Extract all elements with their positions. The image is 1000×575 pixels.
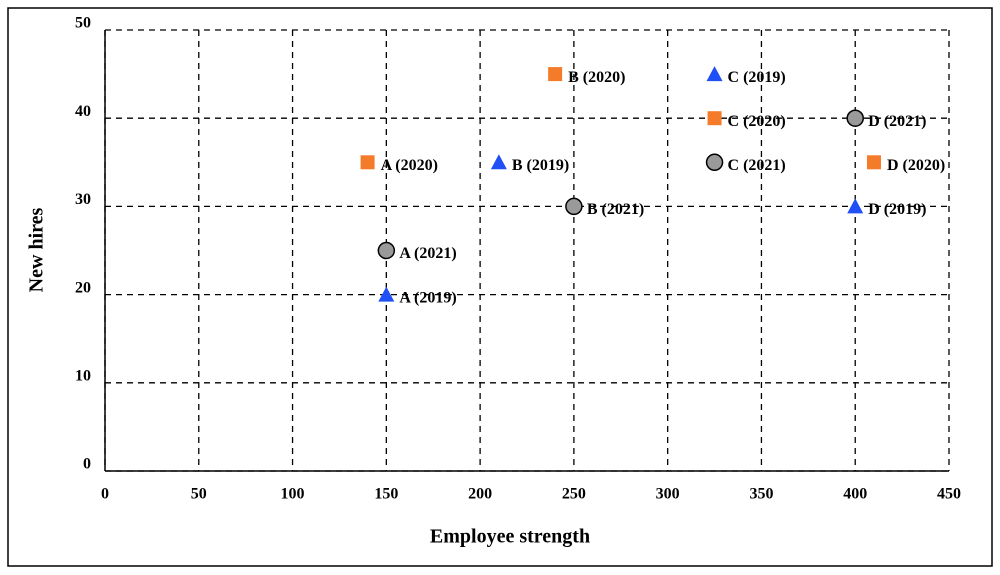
point	[847, 198, 864, 214]
point-label: D (2021)	[868, 113, 926, 130]
x-tick-label: 400	[843, 486, 867, 503]
point-label: C (2019)	[728, 69, 786, 86]
y-tick-label: 50	[75, 15, 91, 32]
x-tick-label: 0	[101, 486, 109, 503]
point	[565, 197, 583, 216]
y-tick-label: 10	[75, 367, 91, 384]
point	[490, 154, 507, 170]
y-axis-title: New hires	[26, 207, 48, 292]
point	[707, 111, 722, 126]
point-label: B (2021)	[587, 201, 644, 218]
x-tick-label: 200	[468, 486, 492, 503]
frame	[7, 7, 993, 567]
x-tick-label: 450	[937, 486, 961, 503]
point	[548, 67, 563, 82]
y-tick-label: 20	[75, 279, 91, 296]
point	[377, 241, 396, 260]
x-axis-title: Employee strength	[430, 526, 590, 548]
point	[846, 109, 864, 127]
point-label: D (2019)	[868, 201, 926, 218]
point-label: A (2019)	[399, 289, 456, 306]
x-tick-label: 350	[749, 486, 773, 503]
point-label: A (2021)	[399, 245, 456, 262]
point-label: A (2020)	[381, 157, 438, 174]
x-tick-label: 150	[374, 486, 398, 503]
point	[706, 66, 723, 82]
y-tick-label: 0	[83, 456, 91, 473]
point-label: C (2020)	[728, 113, 786, 130]
y-tick-label: 40	[75, 103, 91, 120]
x-tick-label: 250	[562, 486, 586, 503]
point	[378, 286, 395, 302]
point	[866, 155, 881, 170]
y-tick-label: 30	[75, 191, 91, 208]
point	[360, 155, 375, 170]
point-label: D (2020)	[887, 157, 945, 174]
point-label: B (2019)	[512, 157, 569, 174]
x-tick-label: 50	[191, 486, 207, 503]
point-label: B (2020)	[568, 69, 625, 86]
point-label: C (2021)	[728, 157, 786, 174]
x-tick-label: 300	[656, 486, 680, 503]
point	[705, 153, 724, 172]
x-tick-label: 100	[281, 486, 305, 503]
